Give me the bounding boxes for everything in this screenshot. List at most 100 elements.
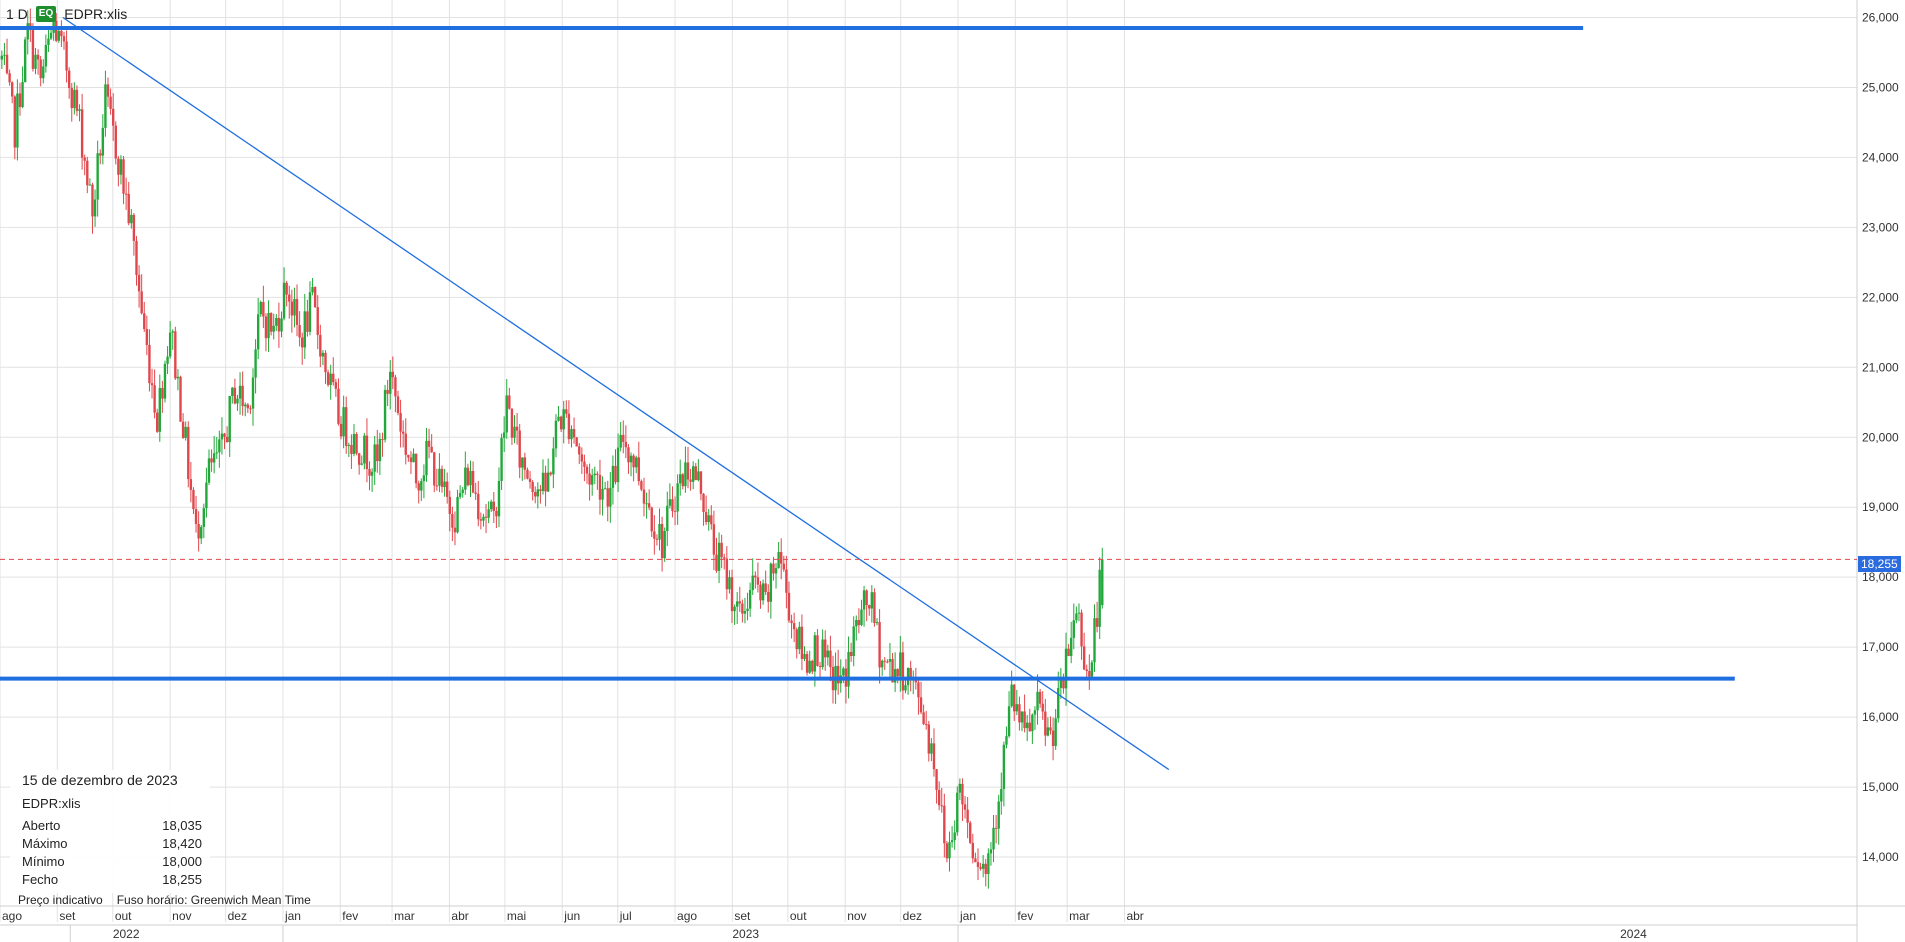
candle-body <box>228 395 231 443</box>
x-tick-label: mai <box>507 909 526 923</box>
candle-body <box>373 444 376 472</box>
candle-body <box>75 89 79 111</box>
candle-body <box>422 475 426 482</box>
candle-body <box>119 159 123 175</box>
candle-body <box>891 659 894 683</box>
x-tick-label: abr <box>1126 909 1143 923</box>
candle-body <box>448 496 451 514</box>
candle-body <box>293 299 296 316</box>
candle-body <box>811 660 814 672</box>
candle-body <box>166 356 169 364</box>
candle-body <box>130 214 133 224</box>
candle-body <box>800 626 804 659</box>
candle-body <box>34 54 37 69</box>
chart-footer: Preço indicativo Fuso horário: Greenwich… <box>18 893 311 907</box>
candle-body <box>1038 691 1042 704</box>
candle-body <box>132 214 136 241</box>
candle-body <box>127 193 130 224</box>
candle-body <box>746 608 749 612</box>
candle-body <box>710 515 713 525</box>
candle-body <box>187 426 190 480</box>
candle-body <box>647 503 651 508</box>
x-tick-label: fev <box>1017 909 1033 923</box>
candle-body <box>769 563 773 602</box>
interval-label[interactable]: 1 D <box>6 6 28 22</box>
candle-body <box>606 488 609 507</box>
candle-body <box>994 827 998 829</box>
candle-body <box>163 363 167 399</box>
candle-body <box>360 463 363 465</box>
candle-body <box>852 626 855 657</box>
candle-body <box>1015 704 1019 712</box>
candle-body <box>580 454 584 462</box>
candle-body <box>653 531 656 539</box>
ohlc-row: Aberto 18,035 <box>22 817 202 835</box>
symbol-label[interactable]: EDPR:xlis <box>64 6 128 22</box>
candle-body <box>389 371 392 394</box>
candle-body <box>508 395 511 409</box>
candle-body <box>233 387 237 404</box>
candle-body <box>259 302 262 315</box>
x-tick-label: out <box>790 909 807 923</box>
candle-body <box>466 467 470 486</box>
x-tick-label: mar <box>394 909 415 923</box>
candle-body <box>818 665 822 668</box>
ohlc-label: Fecho <box>22 872 59 887</box>
candle-body <box>1070 637 1073 657</box>
candle-body <box>826 650 830 658</box>
candle-body <box>596 473 599 475</box>
candle-body <box>697 471 700 481</box>
candle-body <box>143 313 146 330</box>
candle-body <box>868 605 871 609</box>
candle-body <box>342 407 345 437</box>
candle-body <box>1075 613 1078 621</box>
candle-body <box>943 805 946 844</box>
y-tick-label: 24,000 <box>1862 150 1899 164</box>
candle-body <box>502 432 506 438</box>
candle-body <box>80 109 84 158</box>
candle-body <box>668 499 672 506</box>
candle-body <box>1002 744 1006 789</box>
candle-body <box>381 439 384 441</box>
candle-body <box>168 332 172 357</box>
candle-body <box>487 509 490 518</box>
candle-body <box>104 84 107 128</box>
candle-body <box>352 433 356 454</box>
candle-body <box>590 475 594 485</box>
candle-body <box>407 454 410 458</box>
candle-body <box>878 622 881 668</box>
candle-body <box>666 505 669 532</box>
candle-body <box>210 458 213 463</box>
candle-body <box>399 413 402 432</box>
candle-body <box>759 584 762 601</box>
candle-body <box>676 483 679 512</box>
candle-body <box>655 538 659 540</box>
candle-body <box>627 447 630 463</box>
candle-body <box>616 447 620 483</box>
candle-body <box>948 842 951 859</box>
candle-body <box>435 485 439 487</box>
candle-body <box>458 493 462 497</box>
candle-body <box>940 805 943 807</box>
candle-body <box>42 66 45 79</box>
candle-body <box>909 667 912 678</box>
y-tick-label: 21,000 <box>1862 360 1899 374</box>
candle-body <box>409 457 413 463</box>
candle-body <box>772 563 775 574</box>
candle-body <box>396 396 400 414</box>
candle-body <box>927 724 930 754</box>
candle-body <box>1018 704 1021 723</box>
candle-body <box>1072 620 1075 638</box>
candle-body <box>720 542 723 558</box>
candle-body <box>62 36 66 42</box>
candle-body <box>842 668 845 676</box>
candle-body <box>526 469 529 479</box>
candle-body <box>635 457 638 468</box>
candle-body <box>1033 710 1037 715</box>
candle-body <box>901 652 905 691</box>
candle-body <box>231 387 234 396</box>
candle-body <box>637 457 641 482</box>
candle-body <box>546 472 550 492</box>
candle-body <box>477 493 480 520</box>
